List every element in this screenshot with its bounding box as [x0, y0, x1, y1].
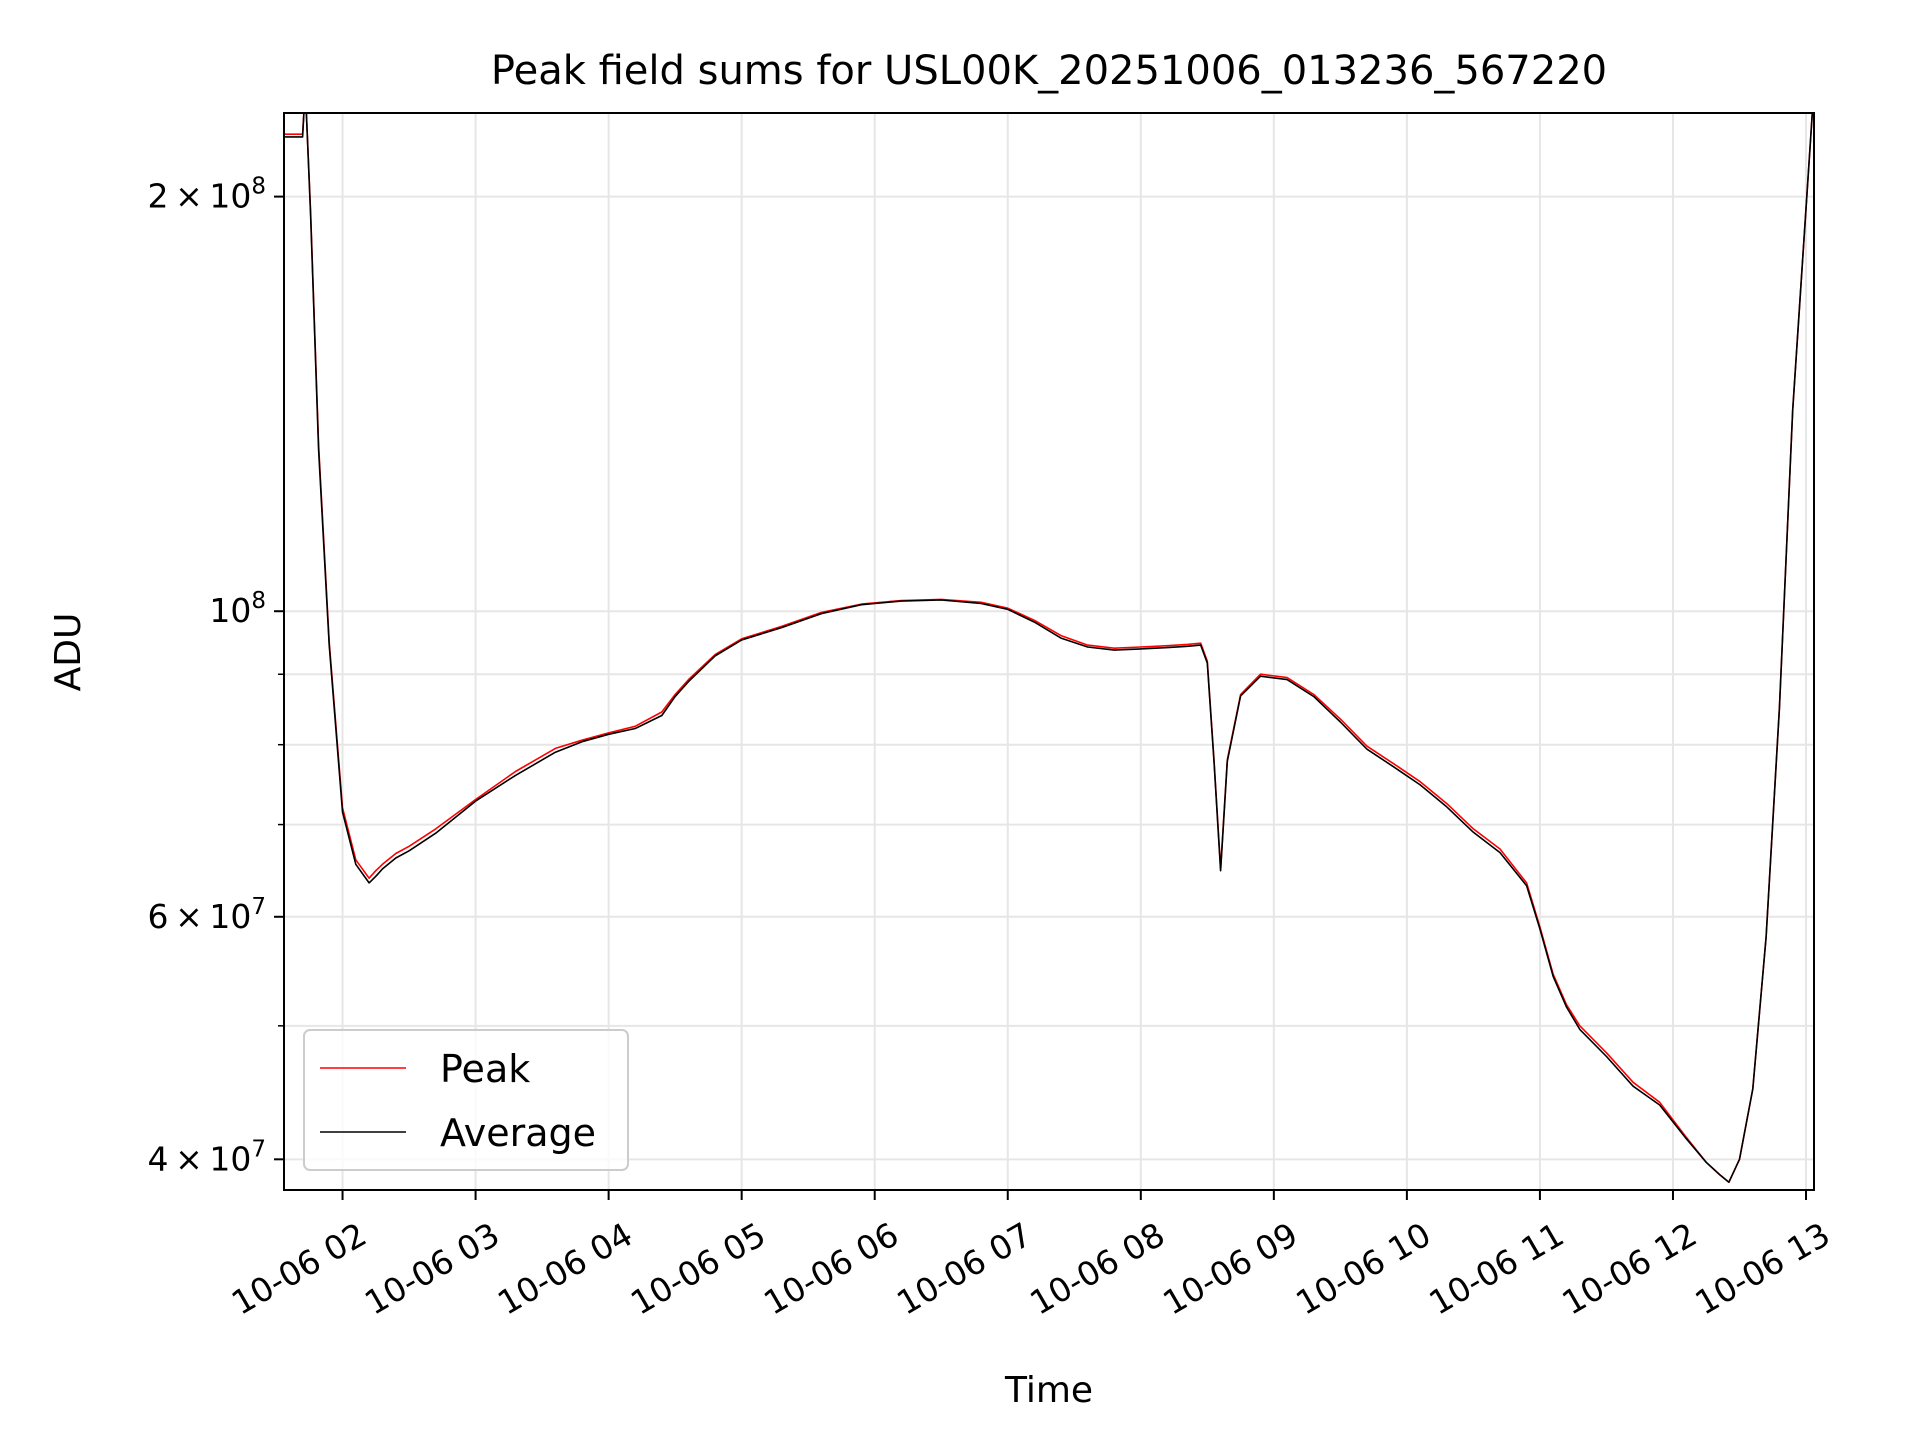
y-axis-label: ADU	[48, 613, 89, 692]
y-tick-label: 6 × 107	[148, 894, 266, 936]
series-layer	[284, 113, 1814, 1183]
y-tick-label: 2 × 108	[148, 174, 266, 216]
y-axis: 4 × 107 6 × 107 108 2 × 108	[148, 174, 284, 1178]
plot-area	[283, 112, 1815, 1191]
y-tick-label: 4 × 107	[148, 1136, 266, 1178]
x-axis-label: Time	[1004, 1370, 1093, 1411]
legend-box	[303, 1029, 629, 1171]
series-line-peak	[284, 113, 1814, 1183]
grid	[284, 113, 1814, 1190]
chart-title: Peak field sums for USL00K_20251006_0132…	[491, 48, 1607, 94]
y-tick-label: 108	[209, 588, 266, 630]
series-line-average	[284, 113, 1814, 1183]
legend: Peak Average	[303, 1029, 629, 1171]
legend-label-average: Average	[440, 1111, 596, 1155]
legend-label-peak: Peak	[440, 1047, 530, 1091]
